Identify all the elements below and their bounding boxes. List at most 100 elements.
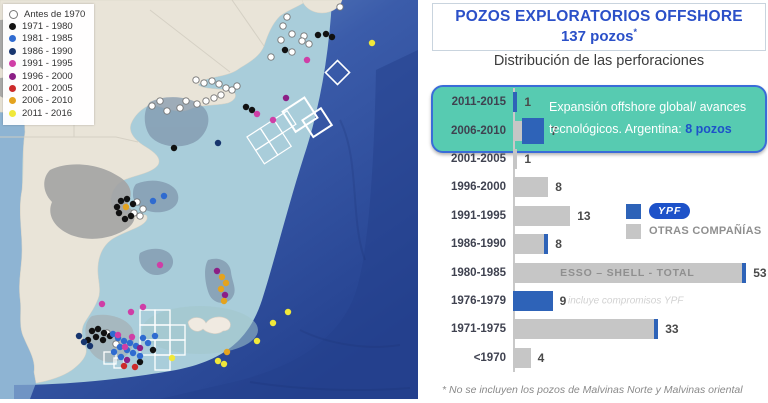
well-dot <box>248 106 256 114</box>
well-dot <box>129 200 137 208</box>
p91_95-dot-icon <box>9 60 16 68</box>
bar-segment-otras <box>513 205 571 226</box>
row-label: 2011-2015 <box>451 96 506 109</box>
well-dot <box>220 360 228 368</box>
well-dot <box>94 325 102 333</box>
row-label: 1976-1979 <box>451 294 506 307</box>
well-dot <box>220 297 228 305</box>
well-dots-layer <box>75 3 376 371</box>
well-dot <box>121 343 129 351</box>
well-dot <box>182 97 190 105</box>
well-dot <box>99 336 107 344</box>
row-bars <box>513 148 518 169</box>
well-dot <box>214 139 222 147</box>
bar-segment-ypf <box>653 319 659 340</box>
falkland-islands <box>187 316 231 334</box>
well-dot <box>160 192 168 200</box>
map-legend-label: 1971 - 1980 <box>22 21 73 33</box>
ocean-texture <box>249 119 411 391</box>
p01_05-dot-icon <box>9 85 16 93</box>
well-dot <box>123 195 131 203</box>
legend-row-otras: OTRAS COMPAÑÍAS <box>626 221 761 241</box>
chart-subtitle: Distribución de las perforaciones <box>493 53 705 69</box>
map-legend-label: 1996 - 2000 <box>22 70 73 82</box>
well-dot <box>156 97 164 105</box>
page-title: POZOS EXPLORATORIOS OFFSHORE <box>455 8 743 25</box>
map-legend-item: 1996 - 2000 <box>9 70 85 82</box>
row-value: 33 <box>665 322 679 337</box>
bar-segment-otras <box>513 148 518 169</box>
bar-segment-otras: ESSO – SHELL - TOTAL <box>513 262 742 283</box>
bar-segment-ypf <box>513 92 518 113</box>
bar-chart: 2011-2015 1 2006-2010 7 2001-2005 1 1996-2000 8… <box>434 88 767 372</box>
chart-row-1971-1975: 1971-1975 33 <box>434 315 766 343</box>
well-dot <box>221 291 229 299</box>
offshore-wells-map: Antes de 1970 1971 - 1980 1981 - 1985 1986 … <box>0 0 418 399</box>
p86_90-dot-icon <box>9 47 16 55</box>
well-dot <box>281 46 289 54</box>
p11_16-dot-icon <box>9 109 16 117</box>
well-dot <box>305 40 313 48</box>
well-dot <box>75 332 83 340</box>
map-legend-item: 1991 - 1995 <box>9 58 85 70</box>
well-dot <box>222 84 230 92</box>
title-box: POZOS EXPLORATORIOS OFFSHORE 137 pozos* <box>432 3 766 51</box>
otras-label: OTRAS COMPAÑÍAS <box>649 225 762 237</box>
map-legend: Antes de 1970 1971 - 1980 1981 - 1985 1986 … <box>3 4 95 125</box>
well-dot <box>86 342 94 350</box>
well-dot <box>80 338 88 346</box>
well-dot <box>284 308 292 316</box>
p06_10-dot-icon <box>9 97 16 105</box>
ocean-deepest <box>160 50 418 399</box>
well-dot <box>176 104 184 112</box>
chart-row-<1970: <1970 4 <box>434 344 766 372</box>
map-legend-item: 2011 - 2016 <box>9 107 85 119</box>
chart-row-2001-2005: 2001-2005 1 <box>434 145 766 173</box>
row-label: 1986-1990 <box>451 238 506 251</box>
row-value: 53 <box>753 265 767 280</box>
well-dot <box>233 82 241 90</box>
p71_80-dot-icon <box>9 23 16 31</box>
map-legend-item: 1971 - 1980 <box>9 20 85 32</box>
map-legend-label: 1991 - 1995 <box>22 58 73 70</box>
bar-segment-ypf <box>543 234 549 255</box>
well-dot <box>149 346 157 354</box>
row-value: 13 <box>577 208 591 223</box>
row-label: 1996-2000 <box>451 181 506 194</box>
well-dot <box>109 330 117 338</box>
row-value: 8 <box>555 180 562 195</box>
well-dot <box>336 3 344 11</box>
well-dot <box>214 357 222 365</box>
map-legend-label: 1986 - 1990 <box>22 45 73 57</box>
row-bars <box>513 347 531 368</box>
footnote: * No se incluyen los pozos de Malvinas N… <box>442 384 743 396</box>
well-dot <box>282 94 290 102</box>
ocean-deep <box>14 0 418 399</box>
well-dot <box>139 334 147 342</box>
well-dot <box>136 212 144 220</box>
well-dot <box>222 279 230 287</box>
well-dot <box>328 33 336 41</box>
bar-segment-otras <box>513 234 544 255</box>
well-dot <box>283 13 291 21</box>
well-dot <box>267 53 275 61</box>
well-dot <box>120 362 128 370</box>
row-bars <box>513 117 544 144</box>
well-dot <box>223 348 231 356</box>
map-legend-item: 2006 - 2010 <box>9 95 85 107</box>
well-dot <box>253 110 261 118</box>
well-dot <box>288 30 296 38</box>
well-dot <box>228 86 236 94</box>
well-dot <box>116 343 124 351</box>
well-dot <box>129 349 137 357</box>
well-dot <box>322 30 330 38</box>
well-dot <box>123 356 131 364</box>
row-value: 1 <box>524 151 532 166</box>
well-dot <box>122 203 130 211</box>
well-dot <box>215 80 223 88</box>
ypf-logo: YPF <box>649 203 691 219</box>
row-label: 1980-1985 <box>451 266 506 279</box>
legend-row-ypf: YPF <box>626 201 761 221</box>
well-dot <box>136 344 144 352</box>
